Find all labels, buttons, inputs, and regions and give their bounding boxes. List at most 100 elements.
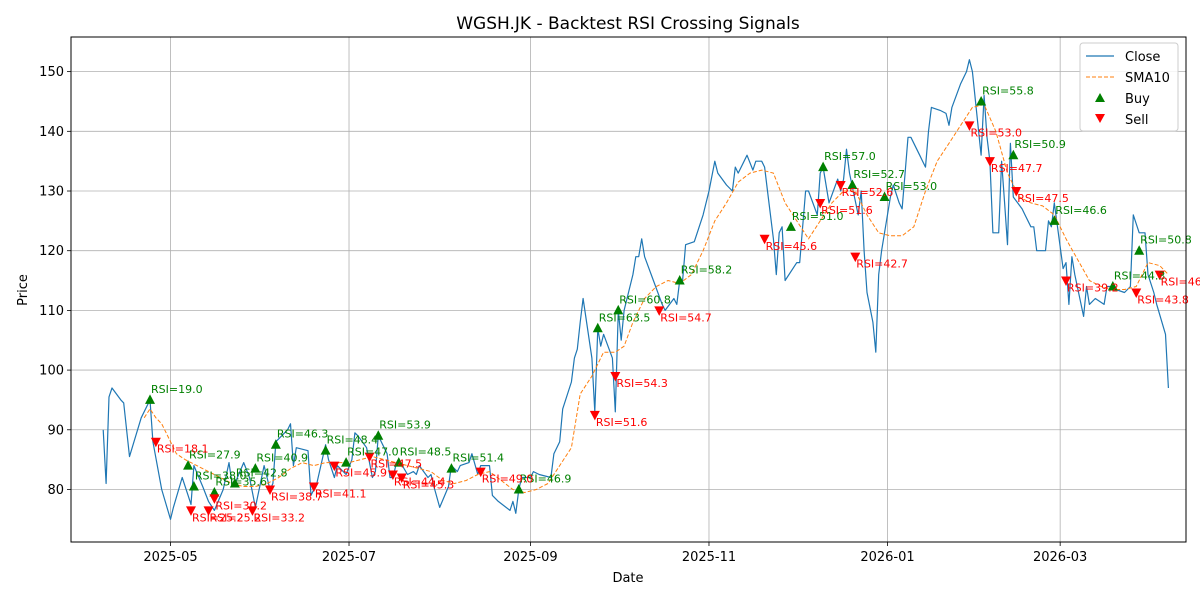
buy-marker	[513, 483, 524, 494]
buy-signal-label: RSI=52.7	[853, 168, 905, 181]
sell-signal-label: RSI=25.2	[192, 511, 244, 524]
sell-signal-label: RSI=33.2	[253, 511, 305, 524]
buy-signal-label: RSI=19.0	[151, 383, 203, 396]
buy-marker	[183, 460, 194, 470]
signal-markers	[145, 95, 1165, 516]
sell-signal-label: RSI=49.0	[482, 473, 534, 486]
sell-marker	[964, 121, 975, 131]
sell-marker	[209, 494, 220, 504]
sell-marker	[203, 506, 214, 516]
buy-signal-label: RSI=50.8	[1140, 234, 1192, 247]
sell-marker	[589, 410, 600, 421]
sell-marker	[835, 181, 846, 191]
legend-sma-label: SMA10	[1125, 71, 1170, 86]
sell-signal-label: RSI=52.6	[842, 186, 894, 199]
sell-signal-label: RSI=25.2	[210, 511, 262, 524]
buy-marker	[1134, 245, 1145, 255]
buy-marker	[592, 322, 603, 333]
buy-marker	[785, 221, 796, 231]
buy-signal-label: RSI=35.6	[215, 475, 267, 488]
y-tick-label: 120	[39, 244, 64, 259]
sell-signal-label: RSI=30.2	[215, 499, 267, 512]
sell-marker	[815, 198, 826, 209]
buy-signal-label: RSI=58.2	[681, 264, 733, 277]
buy-marker	[1107, 281, 1118, 291]
sell-marker	[265, 485, 276, 495]
buy-marker	[209, 486, 220, 497]
sma10-line	[143, 104, 1169, 493]
y-tick-label: 140	[39, 125, 64, 140]
sell-signal-label: RSI=47.5	[371, 458, 423, 471]
buy-signal-label: RSI=60.8	[619, 293, 671, 306]
legend-buy-triangle-icon	[1095, 93, 1105, 102]
sell-signal-label: RSI=45.9	[335, 467, 387, 480]
buy-signal-label: RSI=27.9	[189, 449, 241, 462]
chart-title: WGSH.JK - Backtest RSI Crossing Signals	[456, 14, 800, 34]
signal-labels: RSI=19.0 RSI=27.9 RSI=38.0RSI=35.6RSI=42.8…	[151, 84, 1200, 524]
sell-marker	[610, 372, 621, 382]
sell-marker	[247, 506, 258, 516]
grid-lines	[71, 37, 1186, 542]
buy-signal-label: RSI=47.0	[347, 446, 399, 459]
sell-signal-label: RSI=42.7	[856, 258, 908, 271]
buy-marker	[674, 275, 685, 285]
sell-marker	[1154, 270, 1165, 281]
buy-signal-label: RSI=46.9	[520, 472, 572, 485]
x-tick-label: 2025-09	[503, 550, 557, 565]
buy-marker	[320, 445, 331, 455]
x-tick-label: 2025-05	[143, 550, 197, 565]
buy-marker	[976, 95, 987, 106]
buy-marker	[847, 179, 858, 190]
buy-signal-label: RSI=53.9	[379, 419, 431, 432]
sell-signal-label: RSI=41.1	[315, 487, 367, 500]
buy-marker	[446, 463, 457, 473]
sell-signal-label: RSI=39.2	[1067, 282, 1119, 295]
x-tick-label: 2026-01	[860, 550, 914, 565]
legend-buy-label: Buy	[1125, 92, 1150, 107]
legend-sell-label: Sell	[1125, 113, 1148, 128]
sell-marker	[984, 157, 995, 167]
buy-signal-label: RSI=42.8	[236, 467, 288, 480]
x-tick-label: 2026-03	[1033, 550, 1087, 565]
buy-marker	[1049, 215, 1060, 225]
buy-signal-label: RSI=40.9	[256, 452, 308, 465]
sell-signal-label: RSI=38.7	[271, 490, 323, 503]
buy-marker	[373, 430, 384, 440]
buy-marker	[250, 463, 261, 473]
buy-signal-label: RSI=51.4	[452, 452, 504, 465]
sell-signal-label: RSI=47.7	[991, 162, 1043, 175]
buy-signal-label: RSI=48.4	[327, 434, 379, 447]
sell-marker	[850, 252, 861, 263]
buy-marker	[229, 478, 240, 488]
sell-marker	[364, 452, 375, 463]
buy-signal-label: RSI=44.3	[1114, 270, 1166, 283]
buy-signal-label: RSI=63.5	[599, 311, 651, 324]
sell-marker	[185, 506, 196, 516]
buy-marker	[188, 480, 199, 491]
sell-signal-label: RSI=45.6	[766, 240, 818, 253]
sell-signal-label: RSI=44.4	[394, 476, 446, 489]
sell-signal-label: RSI=51.6	[596, 416, 648, 429]
buy-marker	[879, 191, 890, 201]
sell-marker	[308, 482, 319, 492]
buy-signal-label: RSI=51.0	[792, 210, 844, 223]
x-tick-label: 2025-07	[322, 550, 376, 565]
sell-signal-label: RSI=47.5	[1017, 192, 1069, 205]
x-tick-label: 2025-11	[682, 550, 736, 565]
sell-marker	[1011, 187, 1022, 197]
buy-marker	[270, 439, 281, 449]
sell-marker	[387, 470, 398, 481]
buy-signal-label: RSI=53.0	[886, 180, 938, 193]
sell-signal-label: RSI=51.6	[821, 204, 873, 217]
plot-frame	[70, 36, 1187, 543]
y-tick-label: 90	[47, 423, 64, 438]
sell-marker	[396, 473, 407, 484]
sell-marker	[654, 306, 665, 316]
legend-sell-triangle-icon	[1095, 114, 1105, 123]
legend: Close SMA10 Buy Sell	[1079, 42, 1179, 132]
buy-marker	[145, 394, 156, 404]
buy-signal-label: RSI=48.5	[400, 446, 452, 459]
y-axis-label: Price	[16, 274, 31, 306]
